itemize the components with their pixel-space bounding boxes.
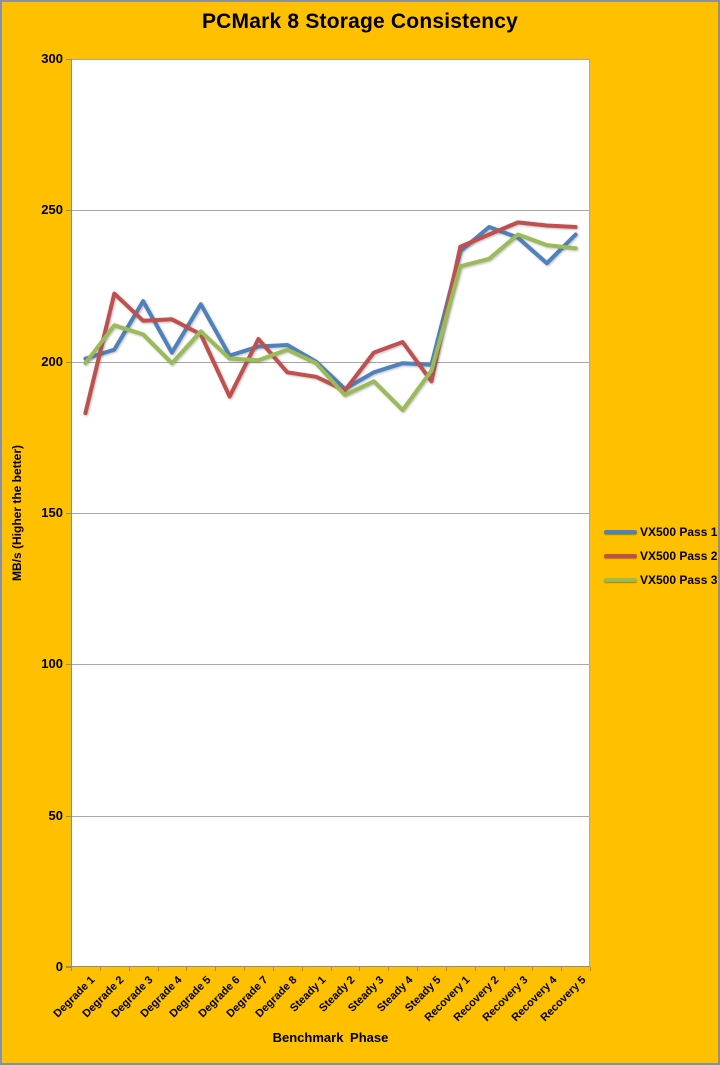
legend-label: VX500 Pass 2 [640,549,718,563]
legend-line-swatch [604,554,637,558]
chart-title: PCMark 8 Storage Consistency [201,10,519,33]
legend-line-swatch [604,578,637,582]
y-tick-label: 300 [41,51,63,66]
x-axis-title: Benchmark Phase [272,1030,389,1045]
legend-item: VX500 Pass 2 [604,544,718,568]
y-axis-title: MB/s (Higher the better) [10,444,24,582]
series-line-vx500-pass-3 [83,232,578,413]
legend-label: VX500 Pass 3 [640,573,718,587]
legend: VX500 Pass 1 VX500 Pass 2 VX500 Pass 3 [604,520,718,592]
legend-line-swatch [604,530,637,534]
y-tick-label: 150 [41,505,63,520]
legend-item: VX500 Pass 3 [604,568,718,592]
y-tick-label: 200 [41,353,63,369]
plot-svg [66,59,591,971]
y-tick-label: 100 [41,656,63,672]
series-line-vx500-pass-1 [83,225,578,391]
y-tick-label: 250 [41,202,63,218]
series-line-vx500-pass-2 [83,220,578,416]
y-tick-label: 50 [48,807,63,823]
y-tick-label: 0 [55,959,63,974]
plot-area [66,59,591,971]
legend-item: VX500 Pass 1 [604,520,718,544]
legend-label: VX500 Pass 1 [640,525,718,539]
